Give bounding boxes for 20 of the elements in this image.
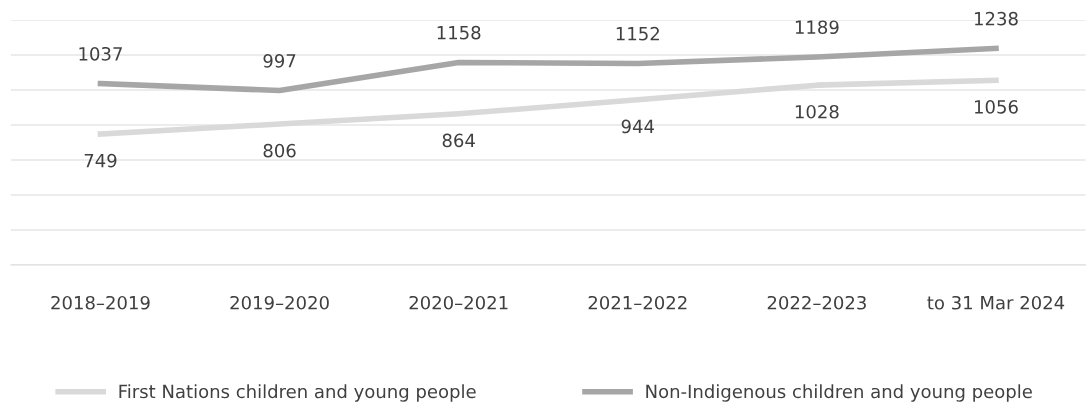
legend-label: First Nations children and young people bbox=[119, 384, 476, 402]
data-label: 1028 bbox=[795, 104, 839, 119]
data-label: 944 bbox=[621, 119, 654, 134]
x-tick-label: 2022–2023 bbox=[767, 295, 866, 310]
data-label: 997 bbox=[263, 53, 296, 68]
data-label: 1152 bbox=[616, 26, 659, 41]
x-tick-label: 2019–2020 bbox=[230, 295, 329, 310]
x-tick-label: 2021–2022 bbox=[588, 295, 687, 310]
data-label: 806 bbox=[263, 143, 296, 158]
data-label: 1158 bbox=[437, 25, 481, 40]
data-label: 1189 bbox=[795, 20, 839, 35]
x-tick-label: 2020–2021 bbox=[409, 295, 508, 310]
data-label: 1056 bbox=[975, 100, 1018, 114]
legend-label: Non-Indigenous children and young people bbox=[646, 384, 1032, 402]
data-label: 864 bbox=[442, 133, 475, 148]
x-tick-label: 2018–2019 bbox=[51, 295, 150, 310]
data-label: 1037 bbox=[79, 46, 122, 61]
x-tick-label: to 31 Mar 2024 bbox=[927, 295, 1065, 310]
data-label: 749 bbox=[84, 153, 117, 168]
data-label: 1238 bbox=[975, 11, 1018, 26]
